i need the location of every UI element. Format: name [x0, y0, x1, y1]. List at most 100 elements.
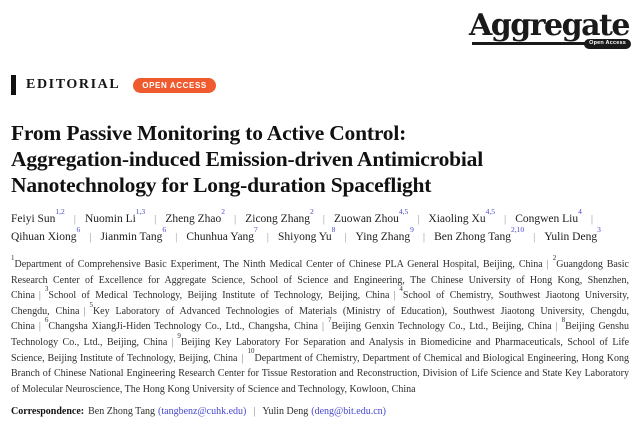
author: Qihuan Xiong6 — [11, 226, 80, 243]
author-name: Chunhua Yang — [186, 231, 255, 243]
affiliation-separator: | — [241, 352, 244, 364]
author: Feiyi Sun1,2 — [11, 208, 65, 225]
author-affiliation-link[interactable]: 1,3 — [135, 206, 146, 216]
author: Chunhua Yang7 — [186, 226, 257, 243]
author-affiliation-link[interactable]: 6 — [162, 224, 167, 234]
affiliations-block: 1Department of Comprehensive Basic Exper… — [11, 253, 630, 397]
author-affiliation-link[interactable]: 7 — [254, 224, 258, 234]
author-name: Jianmin Tang — [100, 231, 163, 243]
affiliation-text: Department of Comprehensive Basic Experi… — [14, 259, 543, 270]
author-list: Feiyi Sun1,2| Nuomin Li1,3| Zheng Zhao2| Zi… — [11, 208, 629, 246]
author-row-2: Qihuan Xiong6| Jianmin Tang6| Chunhua Yang… — [11, 226, 629, 246]
article-title-line-1: From Passive Monitoring to Active Contro… — [11, 121, 407, 145]
author-affiliation-link[interactable]: 3 — [597, 224, 601, 234]
affiliation-number: 2 — [552, 253, 557, 262]
journal-logo-underline — [472, 42, 627, 45]
author: Yulin Deng3 — [544, 226, 600, 243]
author: Xiaoling Xu4,5 — [428, 208, 495, 225]
article-title: From Passive Monitoring to Active Contro… — [11, 120, 629, 198]
author-separator: | — [234, 213, 237, 225]
author-separator: | — [266, 231, 269, 243]
affiliation-text: Beijing Genxin Technology Co., Ltd., Bei… — [331, 321, 552, 333]
journal-open-access-mini-badge: Open Access — [584, 39, 631, 49]
correspondence-email-link[interactable]: (tangbenz@cuhk.edu) — [158, 406, 247, 418]
author-affiliation-link[interactable]: 8 — [331, 224, 336, 234]
author: Congwen Liu4 — [515, 208, 582, 225]
author-name: Ben Zhong Tang — [434, 231, 512, 243]
author: Jianmin Tang6 — [100, 226, 166, 243]
author-name: Nuomin Li — [85, 213, 136, 225]
article-title-line-3: Nanotechnology for Long-duration Spacefl… — [11, 173, 432, 197]
author: Shiyong Yu8 — [278, 226, 335, 243]
affiliation-separator: | — [171, 336, 174, 348]
author-name: Xiaoling Xu — [428, 213, 486, 225]
affiliation-number: 6 — [44, 316, 49, 325]
affiliation-separator: | — [38, 321, 41, 333]
correspondence-email-link[interactable]: (deng@bit.edu.cn) — [311, 406, 386, 418]
author-separator: | — [417, 213, 420, 225]
author-name: Ying Zhang — [355, 231, 411, 243]
author-affiliation-link[interactable]: 2 — [221, 206, 226, 216]
author: Nuomin Li1,3 — [85, 208, 145, 225]
author-separator: | — [73, 213, 76, 225]
author-affiliation-link[interactable]: 9 — [410, 224, 414, 234]
correspondence-author-name: Ben Zhong Tang — [88, 406, 156, 418]
affiliation-number: 5 — [89, 300, 93, 309]
correspondence-separator: | — [253, 406, 256, 418]
author: Zicong Zhang2 — [245, 208, 314, 225]
affiliation-text: Beijing Key Laboratory For Separation an… — [11, 336, 630, 364]
author-affiliation-link[interactable]: 6 — [76, 224, 81, 234]
correspondence-label: Correspondence: — [11, 406, 85, 418]
correspondence-author-name: Yulin Deng — [262, 406, 309, 418]
author-separator: | — [344, 231, 347, 243]
author-affiliation-link[interactable]: 4,5 — [485, 206, 495, 216]
author-name: Zicong Zhang — [245, 213, 311, 225]
author-name: Feiyi Sun — [11, 213, 56, 225]
author: Ben Zhong Tang2,10 — [434, 226, 524, 243]
affiliation-text: Guangdong Basic Research Center of Excel… — [11, 259, 629, 302]
author-separator: | — [590, 213, 594, 225]
author-separator: | — [154, 213, 157, 225]
author-name: Shiyong Yu — [278, 231, 332, 243]
article-title-line-2: Aggregation-induced Emission-driven Anti… — [11, 147, 483, 171]
affiliation-number: 4 — [399, 285, 403, 294]
author-affiliation-link[interactable]: 1,2 — [55, 206, 65, 216]
author-name: Zheng Zhao — [165, 213, 222, 225]
author-affiliation-link[interactable]: 4,5 — [398, 206, 409, 216]
affiliation-separator: | — [555, 321, 558, 333]
affiliation-separator: | — [83, 305, 86, 317]
affiliation-text: School of Medical Technology, Beijing In… — [48, 290, 390, 302]
author-name: Yulin Deng — [544, 231, 598, 243]
affiliation-text: Beijing Genshu Technology Co., Ltd., Bei… — [11, 321, 629, 348]
author: Ying Zhang9 — [355, 226, 414, 243]
masthead: Aggregate Open Access — [11, 10, 631, 54]
affiliation-text: Department of Chemistry, Department of C… — [11, 352, 629, 395]
affiliation-separator: | — [546, 259, 549, 270]
affiliation-number: 7 — [328, 316, 332, 325]
author-name: Congwen Liu — [515, 213, 579, 225]
author-name: Qihuan Xiong — [11, 231, 77, 243]
author-name: Zuowan Zhou — [334, 213, 399, 225]
affiliation-number: 10 — [247, 347, 255, 356]
author-affiliation-link[interactable]: 2 — [310, 206, 314, 216]
open-access-badge: OPEN ACCESS — [133, 77, 216, 93]
author: Zheng Zhao2 — [165, 208, 225, 225]
correspondence-line: Correspondence: Ben Zhong Tang (tangbenz@c… — [11, 405, 629, 419]
author-separator: | — [89, 231, 92, 243]
journal-logo[interactable]: Aggregate Open Access — [469, 10, 631, 50]
category-bar — [11, 75, 16, 95]
article-category-label: EDITORIAL — [26, 77, 121, 92]
author-separator: | — [322, 213, 325, 225]
author: Zuowan Zhou4,5 — [334, 208, 408, 225]
affiliation-separator: | — [321, 321, 324, 333]
affiliation-separator: | — [38, 290, 41, 302]
author-affiliation-link[interactable]: 2,10 — [511, 224, 525, 234]
affiliation-number: 3 — [44, 285, 49, 294]
author-affiliation-link[interactable]: 4 — [578, 206, 582, 216]
affiliation-separator: | — [393, 290, 396, 302]
affiliation-number: 8 — [561, 316, 566, 325]
affiliation-number: 1 — [11, 253, 15, 262]
author-separator: | — [422, 231, 426, 243]
author-separator: | — [175, 231, 178, 243]
